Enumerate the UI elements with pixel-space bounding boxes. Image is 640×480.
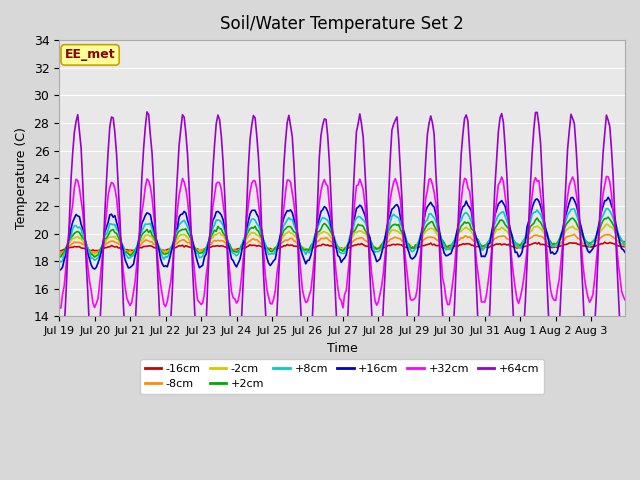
- X-axis label: Time: Time: [326, 342, 358, 355]
- Title: Soil/Water Temperature Set 2: Soil/Water Temperature Set 2: [220, 15, 464, 33]
- Text: EE_met: EE_met: [65, 48, 115, 61]
- Legend: -16cm, -8cm, -2cm, +2cm, +8cm, +16cm, +32cm, +64cm: -16cm, -8cm, -2cm, +2cm, +8cm, +16cm, +3…: [140, 360, 544, 394]
- Y-axis label: Temperature (C): Temperature (C): [15, 127, 28, 229]
